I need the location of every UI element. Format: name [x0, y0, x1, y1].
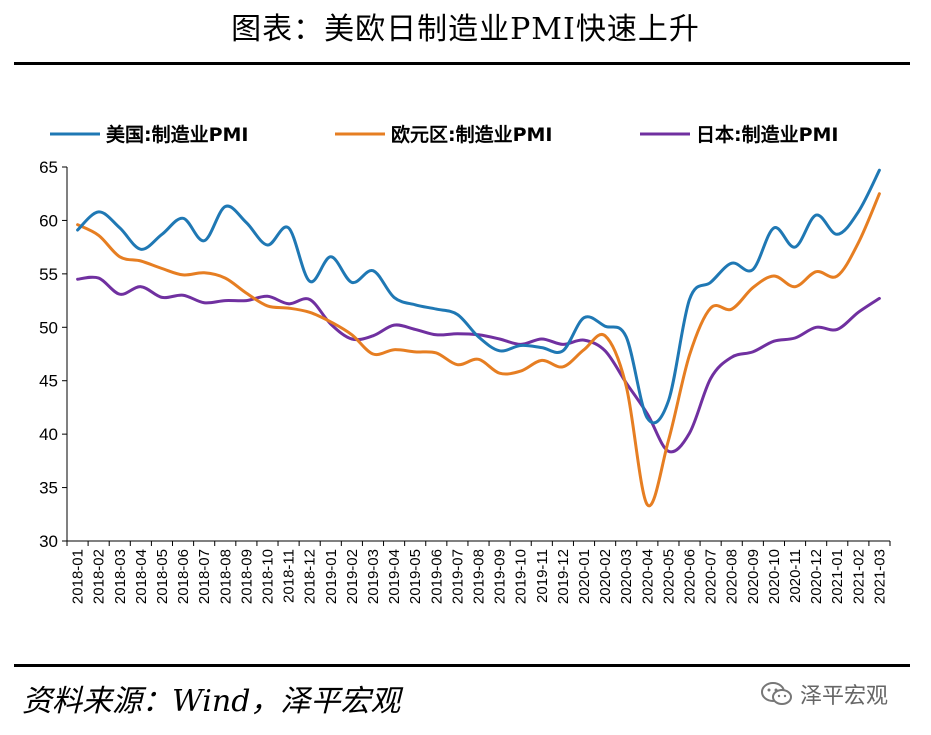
x-tick-label: 2019-05	[407, 549, 424, 604]
x-tick-label: 2020-01	[576, 549, 593, 604]
legend-label-eurozone: 欧元区:制造业PMI	[391, 123, 553, 146]
x-tick-label: 2019-07	[449, 549, 466, 604]
series-line-eurozone	[76, 192, 881, 508]
x-tick-label: 2018-09	[238, 549, 255, 604]
watermark: 泽平宏观	[760, 678, 888, 710]
legend: 美国:制造业PMI 欧元区:制造业PMI 日本:制造业PMI	[50, 123, 839, 146]
x-tick-label: 2019-04	[386, 549, 403, 604]
x-tick-label: 2019-02	[344, 549, 361, 604]
x-axis: 2018-01 2018-02 2018-03 2018-04 2018-05 2018-…	[66, 540, 891, 604]
x-tick-label: 2019-01	[323, 549, 340, 604]
x-tick-label: 2019-09	[492, 549, 509, 604]
x-tick-label: 2020-09	[745, 549, 762, 604]
y-axis: 30 35 40 45 50 55 60 65	[39, 158, 68, 551]
watermark-text: 泽平宏观	[800, 684, 889, 709]
wechat-icon	[761, 682, 792, 705]
y-tick-label: 50	[39, 318, 58, 337]
x-tick-label: 2019-12	[555, 549, 572, 604]
x-tick-label: 2020-12	[808, 549, 825, 604]
x-tick-label: 2019-10	[513, 549, 530, 604]
x-tick-label: 2020-03	[618, 549, 635, 604]
top-rule	[14, 62, 910, 65]
x-tick-label: 2018-12	[302, 549, 319, 604]
x-tick-label: 2019-08	[471, 549, 488, 604]
x-tick-label: 2018-02	[91, 549, 108, 604]
x-tick-label: 2021-01	[829, 549, 846, 604]
x-tick-label: 2018-04	[133, 549, 150, 604]
x-tick-label: 2018-03	[112, 549, 129, 604]
series-line-japan	[76, 275, 881, 454]
source-note: 资料来源：Wind，泽平宏观	[22, 684, 401, 719]
x-tick-label: 2018-10	[259, 549, 276, 604]
legend-label-japan: 日本:制造业PMI	[696, 123, 839, 146]
y-tick-label: 65	[39, 158, 58, 177]
x-tick-label: 2018-08	[217, 549, 234, 604]
x-tick-label: 2020-08	[724, 549, 741, 604]
x-tick-label: 2019-03	[365, 549, 382, 604]
legend-label-us: 美国:制造业PMI	[106, 123, 249, 146]
x-tick-label: 2020-04	[639, 549, 656, 604]
x-tick-label: 2018-11	[281, 549, 298, 603]
bottom-rule	[14, 664, 910, 667]
x-tick-label: 2018-07	[196, 549, 213, 604]
x-tick-label: 2019-06	[428, 549, 445, 604]
series-lines	[76, 168, 881, 508]
pmi-line-chart: 美国:制造业PMI 欧元区:制造业PMI 日本:制造业PMI 30 35 40 45 50 5…	[39, 123, 891, 604]
x-tick-label: 2020-02	[597, 549, 614, 604]
x-tick-label: 2018-06	[175, 549, 192, 604]
x-tick-label: 2019-11	[534, 549, 551, 603]
y-tick-label: 30	[39, 532, 58, 551]
x-tick-label: 2021-03	[871, 549, 888, 604]
x-tick-label: 2020-07	[703, 549, 720, 604]
page-title: 图表：美欧日制造业PMI快速上升	[231, 12, 700, 47]
x-tick-label: 2021-02	[850, 549, 867, 604]
y-tick-label: 40	[39, 425, 58, 444]
y-tick-label: 45	[39, 372, 58, 391]
x-tick-label: 2020-11	[787, 549, 804, 603]
y-tick-label: 35	[39, 479, 58, 498]
y-tick-label: 55	[39, 265, 58, 284]
x-tick-label: 2020-10	[766, 549, 783, 604]
x-tick-label: 2018-05	[154, 549, 171, 604]
series-line-us	[76, 168, 881, 425]
x-tick-label: 2020-06	[682, 549, 699, 604]
x-tick-label: 2020-05	[660, 549, 677, 604]
x-tick-label: 2018-01	[70, 549, 87, 604]
y-tick-label: 60	[39, 211, 58, 230]
